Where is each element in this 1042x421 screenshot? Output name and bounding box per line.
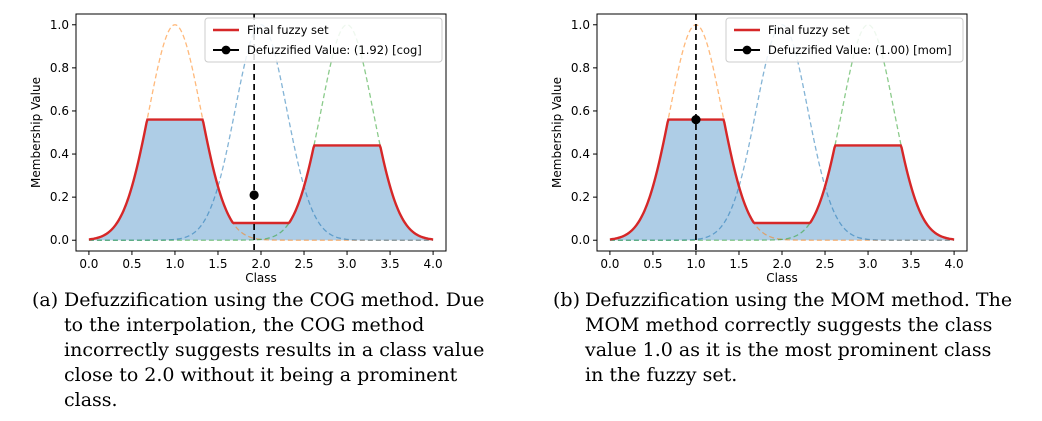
membership-curve-3: [88, 24, 434, 241]
y-tick-label: 0.0: [571, 233, 590, 247]
defuzzified-point: [691, 114, 701, 125]
y-tick-label: 0.4: [571, 147, 590, 161]
final-fuzzy-set-line: [609, 118, 955, 241]
x-tick-label: 1.0: [686, 257, 705, 271]
caption-tag: (b): [553, 289, 580, 311]
y-tick-label: 0.6: [50, 104, 69, 118]
y-tick-label: 0.0: [50, 233, 69, 247]
subfigure-b: 0.0 0.5 1.0 1.5 2.0 2.5 3.0 3.5 4.0 0.0 0.2 0.4 0.6 0…: [521, 0, 1042, 421]
y-tick-label: 0.2: [571, 190, 590, 204]
legend-marker-defuzzified: [742, 45, 752, 55]
caption-text: Defuzzification using the COG method. Du…: [64, 289, 485, 411]
subfigure-a: 0.0 0.5 1.0 1.5 2.0 2.5 3.0 3.5 4.0 0.0 0.2 0.4 0.6 0…: [29, 13, 485, 411]
x-tick-label: 0.5: [643, 257, 662, 271]
x-tick-label: 4.0: [945, 257, 964, 271]
legend-label-fuzzy-set: Final fuzzy set: [768, 23, 850, 37]
x-tick-label: 3.0: [858, 257, 877, 271]
x-tick-label: 2.5: [294, 257, 313, 271]
x-tick-label: 1.5: [729, 257, 748, 271]
x-axis-label: Class: [766, 271, 798, 285]
y-tick-label: 0.8: [50, 61, 69, 75]
x-tick-label: 2.0: [772, 257, 791, 271]
y-tick-label: 1.0: [50, 18, 69, 32]
legend-label-fuzzy-set: Final fuzzy set: [247, 23, 329, 37]
y-tick-label: 0.2: [50, 190, 69, 204]
legend: Final fuzzy set Defuzzified Value: (1.92)…: [204, 17, 443, 63]
x-tick-label: 4.0: [424, 257, 443, 271]
legend-label-defuzzified: Defuzzified Value: (1.00) [mom]: [768, 43, 952, 57]
legend-label-defuzzified: Defuzzified Value: (1.92) [cog]: [247, 43, 422, 57]
y-tick-label: 0.4: [50, 147, 69, 161]
x-tick-label: 1.5: [208, 257, 227, 271]
legend-marker-defuzzified: [221, 45, 231, 55]
defuzzified-point: [249, 190, 259, 200]
x-tick-label: 3.5: [902, 257, 921, 271]
x-tick-label: 3.0: [337, 257, 356, 271]
caption-text: Defuzzification using the MOM method. Th…: [585, 289, 1013, 386]
x-tick-label: 1.0: [165, 257, 184, 271]
legend-box: [204, 17, 443, 63]
membership-curve-3: [609, 24, 955, 241]
y-axis-label: Membership Value: [550, 77, 564, 188]
y-tick-label: 0.8: [571, 61, 590, 75]
x-tick-label: 3.5: [381, 257, 400, 271]
x-tick-label: 2.5: [815, 257, 834, 271]
chart-mom: 0.0 0.5 1.0 1.5 2.0 2.5 3.0 3.5 4.0 0.0 0.2 0.4 0.6 0…: [550, 13, 968, 285]
caption-tag: (a): [32, 289, 59, 311]
y-axis-label: Membership Value: [29, 77, 43, 188]
final-fuzzy-set-line: [88, 118, 434, 241]
chart-cog: 0.0 0.5 1.0 1.5 2.0 2.5 3.0 3.5 4.0 0.0 0.2 0.4 0.6 0…: [29, 13, 447, 285]
legend-box: [725, 17, 964, 63]
x-tick-label: 0.0: [600, 257, 619, 271]
x-tick-label: 2.0: [251, 257, 270, 271]
x-tick-label: 0.5: [122, 257, 141, 271]
x-axis-label: Class: [245, 271, 277, 285]
fuzzy-set-fill: [88, 119, 434, 241]
y-tick-label: 0.6: [571, 104, 590, 118]
x-tick-label: 0.0: [79, 257, 98, 271]
y-tick-label: 1.0: [571, 18, 590, 32]
legend: Final fuzzy set Defuzzified Value: (1.00)…: [725, 17, 964, 63]
